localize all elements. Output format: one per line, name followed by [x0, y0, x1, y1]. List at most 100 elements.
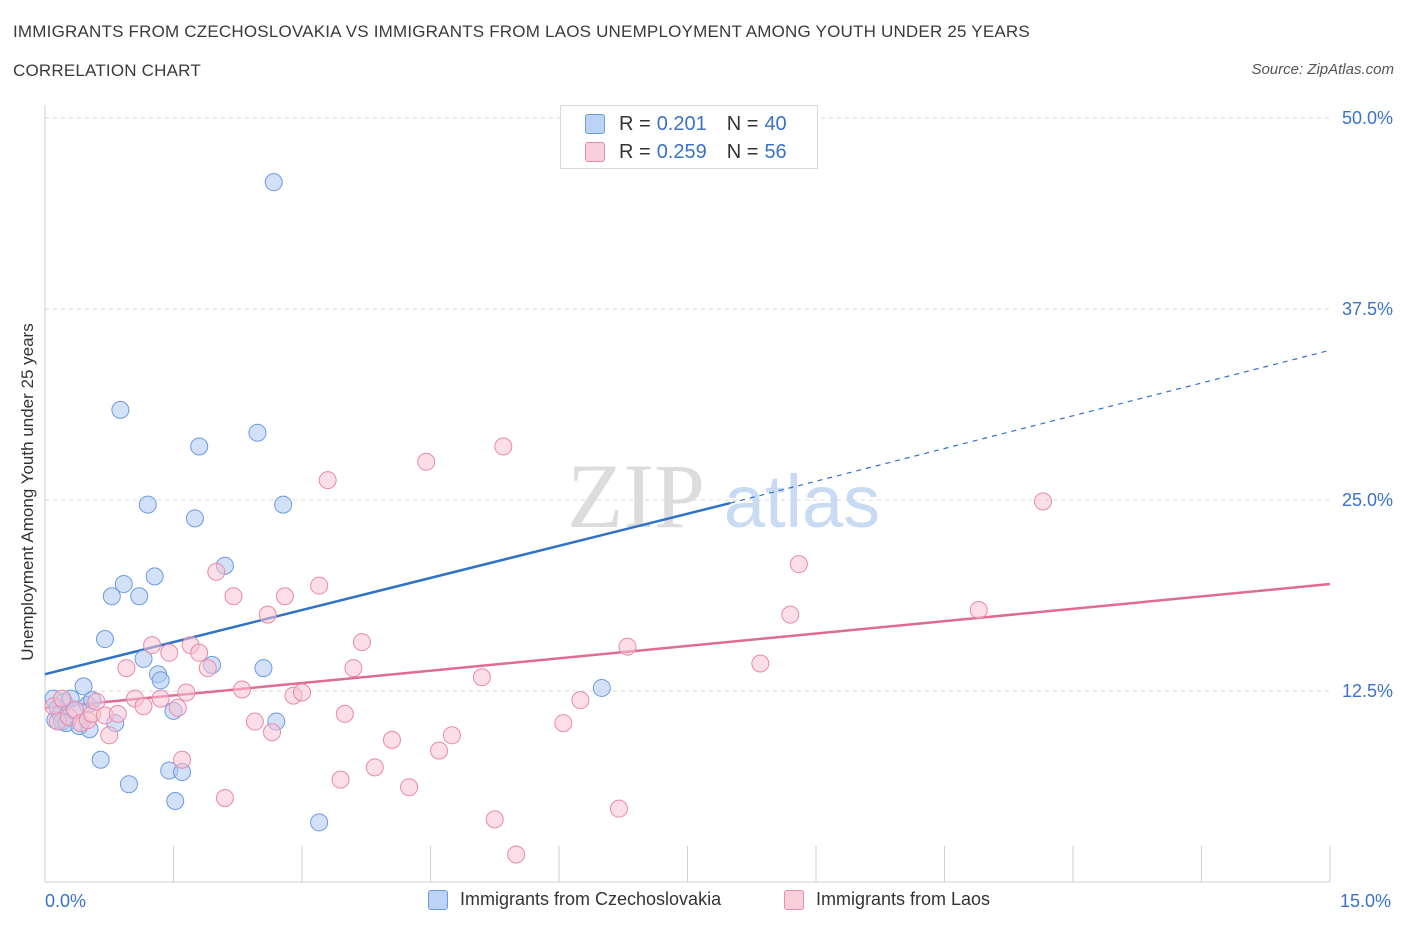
data-point-czechoslovakia — [151, 671, 170, 690]
y-tick-label: 50.0% — [1342, 108, 1393, 128]
data-point-laos — [781, 605, 800, 624]
data-point-laos — [100, 726, 119, 745]
data-point-laos — [275, 587, 294, 606]
data-point-czechoslovakia — [134, 649, 153, 668]
series-legend-laos: Immigrants from Laos — [784, 889, 990, 910]
data-point-laos — [485, 810, 504, 829]
data-point-czechoslovakia — [145, 567, 164, 586]
data-point-laos — [245, 712, 264, 731]
watermark-atlas: atlas — [724, 460, 880, 543]
data-point-laos — [618, 637, 637, 656]
series-legend: Immigrants from Czechoslovakia Immigrant… — [0, 889, 1406, 915]
data-point-laos — [331, 770, 350, 789]
legend-swatch-blue — [585, 114, 605, 134]
data-point-laos — [472, 668, 491, 687]
data-point-laos — [507, 845, 526, 864]
data-point-laos — [87, 692, 106, 711]
data-point-laos — [190, 643, 209, 662]
n-label: N = — [726, 140, 759, 163]
data-point-laos — [352, 633, 371, 652]
data-point-laos — [382, 730, 401, 749]
data-point-czechoslovakia — [95, 630, 114, 649]
series-swatch-pink — [784, 889, 804, 910]
chart-subtitle: CORRELATION CHART — [13, 61, 201, 80]
data-point-laos — [207, 562, 226, 581]
data-point-laos — [198, 659, 217, 678]
data-point-czechoslovakia — [310, 813, 329, 832]
y-tick-label: 37.5% — [1342, 299, 1393, 319]
data-point-laos — [365, 758, 384, 777]
x-tick-label-max: 15.0% — [1340, 891, 1392, 911]
data-point-laos — [417, 452, 436, 471]
y-axis-label: Unemployment Among Youth under 25 years — [18, 323, 37, 661]
data-point-czechoslovakia — [185, 509, 204, 528]
series-name: Immigrants from Czechoslovakia — [460, 889, 722, 909]
data-point-czechoslovakia — [248, 423, 267, 442]
data-point-czechoslovakia — [274, 495, 293, 514]
data-point-laos — [53, 689, 72, 708]
watermark-zip: ZIP — [567, 445, 705, 547]
grid-lines — [45, 117, 1330, 692]
chart-title: IMMIGRANTS FROM CZECHOSLOVAKIA VS IMMIGR… — [13, 22, 1030, 41]
data-point-laos — [571, 691, 590, 710]
data-point-laos — [310, 576, 329, 595]
n-value: 40 — [764, 112, 787, 135]
y-tick-label: 12.5% — [1342, 681, 1393, 701]
x-tick-label-min: 0.0% — [45, 891, 87, 911]
data-point-czechoslovakia — [102, 587, 121, 606]
r-value: 0.201 — [656, 112, 707, 135]
trend-line-laos — [44, 582, 1331, 710]
axes — [44, 105, 1331, 883]
r-value: 0.259 — [656, 140, 707, 163]
data-point-czechoslovakia — [138, 495, 157, 514]
data-point-laos — [233, 680, 252, 699]
data-point-laos — [263, 723, 282, 742]
data-point-laos — [969, 601, 988, 620]
data-point-laos — [160, 643, 179, 662]
data-point-laos — [173, 750, 192, 769]
watermark: ZIP atlas — [567, 445, 880, 547]
series-legend-czechoslovakia: Immigrants from Czechoslovakia — [428, 889, 721, 910]
trend-line-czechoslovakia-extension — [730, 349, 1331, 504]
data-points — [44, 173, 1053, 864]
legend-swatch-pink — [585, 142, 605, 162]
r-label: R = — [619, 140, 651, 163]
data-point-czechoslovakia — [166, 792, 185, 811]
data-point-czechoslovakia — [111, 400, 130, 419]
data-point-laos — [442, 726, 461, 745]
stats-legend: R = 0.201 N = 40 R = 0.259 N = 56 — [560, 105, 818, 169]
data-point-czechoslovakia — [190, 437, 209, 456]
data-point-laos — [344, 659, 363, 678]
data-point-laos — [430, 741, 449, 760]
data-point-laos — [789, 555, 808, 574]
data-point-laos — [335, 704, 354, 723]
legend-row-laos: R = 0.259 N = 56 — [585, 139, 787, 165]
data-point-czechoslovakia — [264, 173, 283, 192]
data-point-laos — [1034, 492, 1053, 511]
data-point-laos — [177, 683, 196, 702]
data-point-laos — [134, 697, 153, 716]
data-point-czechoslovakia — [254, 659, 273, 678]
data-point-laos — [318, 471, 337, 490]
r-label: R = — [619, 112, 651, 135]
data-point-laos — [168, 698, 187, 717]
data-point-laos — [494, 437, 513, 456]
legend-row-czechoslovakia: R = 0.201 N = 40 — [585, 111, 787, 137]
data-point-czechoslovakia — [119, 775, 138, 794]
series-swatch-blue — [428, 889, 448, 910]
data-point-laos — [117, 659, 136, 678]
data-point-czechoslovakia — [592, 678, 611, 697]
n-value: 56 — [764, 140, 787, 163]
data-point-laos — [143, 636, 162, 655]
y-tick-label: 25.0% — [1342, 490, 1393, 510]
data-point-laos — [224, 587, 243, 606]
data-point-czechoslovakia — [130, 587, 149, 606]
n-label: N = — [726, 112, 759, 135]
data-point-czechoslovakia — [74, 677, 93, 696]
data-point-laos — [751, 654, 770, 673]
data-point-laos — [400, 778, 419, 797]
data-point-laos — [108, 704, 127, 723]
data-point-laos — [293, 683, 311, 702]
source-credit: Source: ZipAtlas.com — [1251, 61, 1394, 78]
